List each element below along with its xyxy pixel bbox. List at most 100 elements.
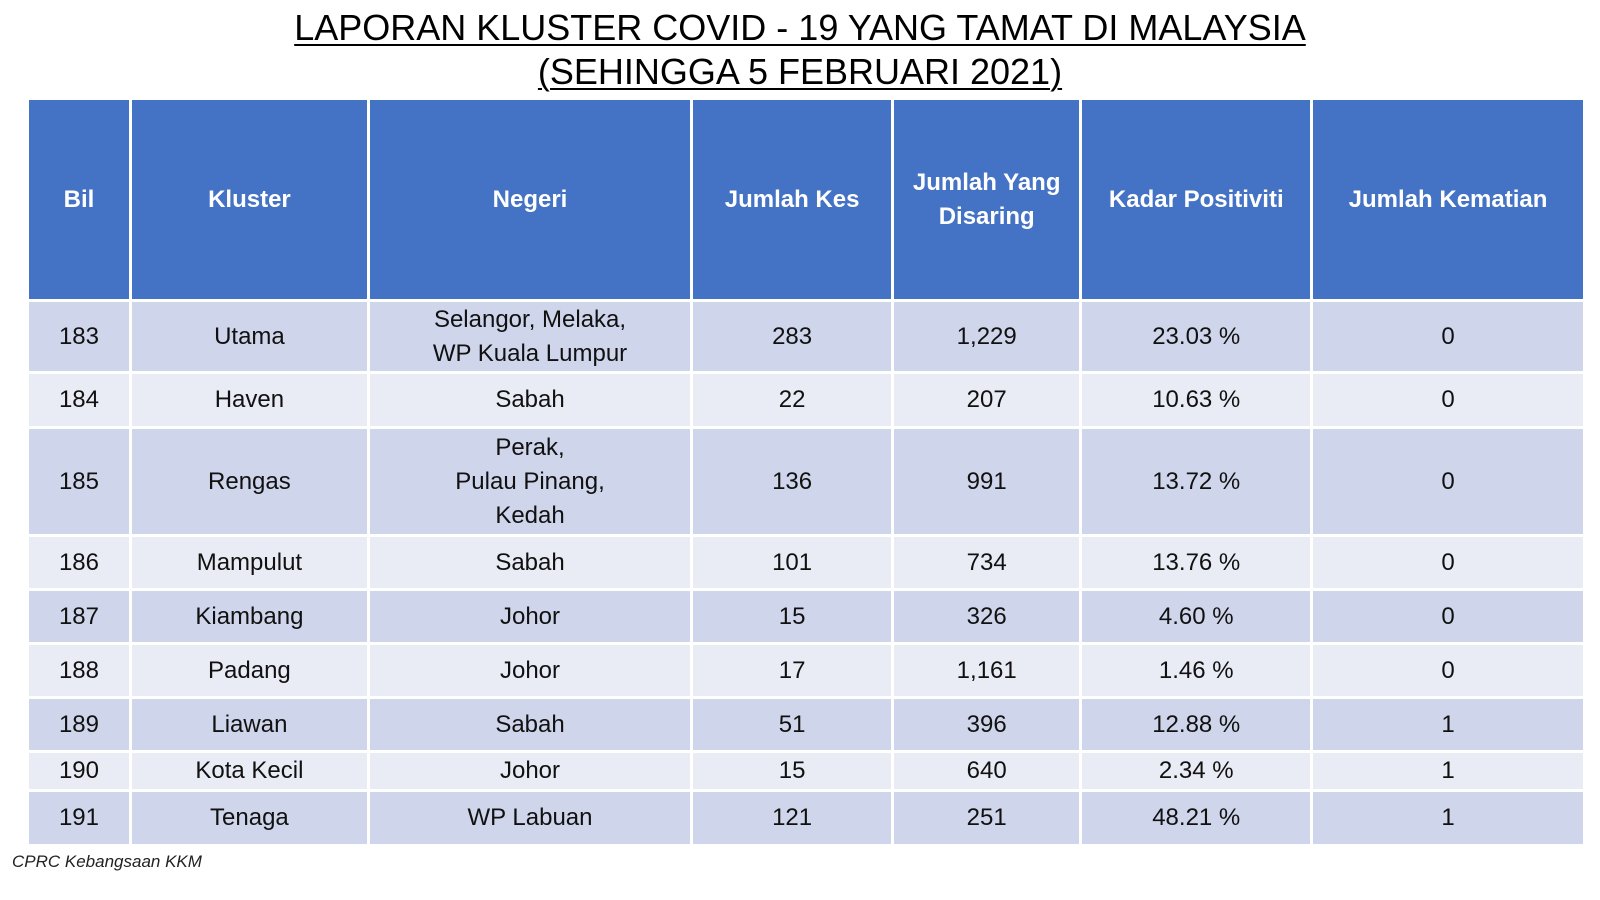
- cell-jumlah-disaring: 396: [890, 696, 1083, 753]
- cell-jumlah-kes: 51: [690, 696, 894, 753]
- cell-jumlah-kematian: 0: [1310, 534, 1586, 591]
- cell-bil: 187: [26, 588, 132, 645]
- cell-jumlah-disaring: 1,161: [890, 642, 1083, 699]
- cell-jumlah-kematian: 0: [1310, 588, 1586, 645]
- cell-kadar-positiviti: 4.60 %: [1079, 588, 1314, 645]
- source-note: CPRC Kebangsaan KKM: [12, 852, 202, 871]
- cell-jumlah-kematian: 1: [1310, 696, 1586, 753]
- cell-kadar-positiviti: 2.34 %: [1079, 750, 1314, 792]
- cell-jumlah-disaring: 734: [890, 534, 1083, 591]
- cell-bil: 183: [26, 299, 132, 374]
- negeri-line: Sabah: [495, 386, 565, 413]
- table-row: 185 Rengas Perak, Pulau Pinang, Kedah 13…: [26, 426, 1586, 537]
- cell-kluster: Liawan: [128, 696, 370, 753]
- table-row: 189 Liawan Sabah 51 396 12.88 % 1: [26, 696, 1586, 753]
- cell-kadar-positiviti: 12.88 %: [1079, 696, 1314, 753]
- cell-jumlah-disaring: 1,229: [890, 299, 1083, 374]
- title-line-2: (SEHINGGA 5 FEBRUARI 2021): [537, 51, 1063, 92]
- cell-jumlah-kematian: 1: [1310, 789, 1586, 847]
- cell-jumlah-kes: 17: [690, 642, 894, 699]
- cell-kadar-positiviti: 10.63 %: [1079, 371, 1314, 429]
- cell-jumlah-kes: 15: [690, 588, 894, 645]
- table-row: 191 Tenaga WP Labuan 121 251 48.21 % 1: [26, 789, 1586, 847]
- cell-kluster: Padang: [128, 642, 370, 699]
- negeri-line: Sabah: [495, 548, 565, 576]
- header-jumlah-kematian: Jumlah Kematian: [1310, 97, 1586, 302]
- cell-bil: 190: [26, 750, 132, 792]
- header-kadar-positiviti: Kadar Positiviti: [1079, 97, 1314, 302]
- negeri-line: WP Kuala Lumpur: [432, 339, 628, 367]
- cell-kluster: Mampulut: [128, 534, 370, 591]
- cell-bil: 189: [26, 696, 132, 753]
- negeri-line: Selangor, Melaka,: [433, 305, 627, 333]
- cell-kadar-positiviti: 13.72 %: [1079, 426, 1314, 537]
- header-kluster: Kluster: [128, 97, 370, 302]
- negeri-line: Sabah: [495, 710, 565, 738]
- cell-jumlah-disaring: 207: [890, 371, 1083, 429]
- cell-jumlah-kes: 15: [690, 750, 894, 792]
- cell-negeri: Sabah: [366, 371, 694, 429]
- cell-kluster: Kota Kecil: [128, 750, 370, 792]
- cell-jumlah-kematian: 0: [1310, 299, 1586, 374]
- cell-negeri: Perak, Pulau Pinang, Kedah: [366, 426, 694, 537]
- negeri-line: WP Labuan: [467, 804, 593, 831]
- cell-negeri: Sabah: [366, 534, 694, 591]
- negeri-line: Perak,: [495, 433, 565, 461]
- table-row: 183 Utama Selangor, Melaka, WP Kuala Lum…: [26, 299, 1586, 374]
- cell-kluster: Tenaga: [128, 789, 370, 847]
- cell-jumlah-kematian: 1: [1310, 750, 1586, 792]
- cell-bil: 191: [26, 789, 132, 847]
- negeri-line: Kedah: [495, 501, 565, 529]
- cell-jumlah-kematian: 0: [1310, 642, 1586, 699]
- cell-kluster: Haven: [128, 371, 370, 429]
- cell-jumlah-kematian: 0: [1310, 371, 1586, 429]
- title-line-1: LAPORAN KLUSTER COVID - 19 YANG TAMAT DI…: [294, 7, 1306, 48]
- table-row: 184 Haven Sabah 22 207 10.63 % 0: [26, 371, 1586, 429]
- cell-jumlah-kematian: 0: [1310, 426, 1586, 537]
- header-jumlah-disaring-line2: Disaring: [938, 202, 1035, 230]
- cell-bil: 188: [26, 642, 132, 699]
- negeri-line: Pulau Pinang,: [455, 467, 605, 495]
- cell-jumlah-kes: 121: [690, 789, 894, 847]
- header-negeri: Negeri: [366, 97, 694, 302]
- cell-jumlah-kes: 283: [690, 299, 894, 374]
- header-bil: Bil: [26, 97, 132, 302]
- cell-negeri: Johor: [366, 750, 694, 792]
- negeri-line: Johor: [499, 757, 561, 784]
- cluster-table: Bil Kluster Negeri Jumlah Kes Jumlah Yan…: [26, 97, 1586, 847]
- cell-jumlah-disaring: 251: [890, 789, 1083, 847]
- cell-kadar-positiviti: 13.76 %: [1079, 534, 1314, 591]
- table-row: 186 Mampulut Sabah 101 734 13.76 % 0: [26, 534, 1586, 591]
- cell-negeri: Sabah: [366, 696, 694, 753]
- cell-kadar-positiviti: 1.46 %: [1079, 642, 1314, 699]
- table-row: 188 Padang Johor 17 1,161 1.46 % 0: [26, 642, 1586, 699]
- table-row: 190 Kota Kecil Johor 15 640 2.34 % 1: [26, 750, 1586, 792]
- header-jumlah-kes: Jumlah Kes: [690, 97, 894, 302]
- negeri-line: Johor: [499, 602, 561, 630]
- cell-jumlah-kes: 101: [690, 534, 894, 591]
- cell-bil: 185: [26, 426, 132, 537]
- cell-negeri: Johor: [366, 588, 694, 645]
- cell-bil: 186: [26, 534, 132, 591]
- cell-jumlah-disaring: 991: [890, 426, 1083, 537]
- cell-kluster: Utama: [128, 299, 370, 374]
- cell-negeri: Johor: [366, 642, 694, 699]
- report-title: LAPORAN KLUSTER COVID - 19 YANG TAMAT DI…: [0, 6, 1600, 94]
- cell-kadar-positiviti: 23.03 %: [1079, 299, 1314, 374]
- table-body: 183 Utama Selangor, Melaka, WP Kuala Lum…: [26, 299, 1586, 847]
- cell-jumlah-disaring: 326: [890, 588, 1083, 645]
- table-header-row: Bil Kluster Negeri Jumlah Kes Jumlah Yan…: [26, 97, 1586, 302]
- cell-jumlah-kes: 136: [690, 426, 894, 537]
- cell-negeri: WP Labuan: [366, 789, 694, 847]
- header-jumlah-disaring: Jumlah Yang Disaring: [890, 97, 1083, 302]
- cell-bil: 184: [26, 371, 132, 429]
- header-jumlah-disaring-line1: Jumlah Yang: [912, 168, 1061, 196]
- negeri-line: Johor: [499, 656, 561, 684]
- cell-jumlah-disaring: 640: [890, 750, 1083, 792]
- cell-jumlah-kes: 22: [690, 371, 894, 429]
- cell-kluster: Rengas: [128, 426, 370, 537]
- cell-kadar-positiviti: 48.21 %: [1079, 789, 1314, 847]
- table-row: 187 Kiambang Johor 15 326 4.60 % 0: [26, 588, 1586, 645]
- cell-kluster: Kiambang: [128, 588, 370, 645]
- cell-negeri: Selangor, Melaka, WP Kuala Lumpur: [366, 299, 694, 374]
